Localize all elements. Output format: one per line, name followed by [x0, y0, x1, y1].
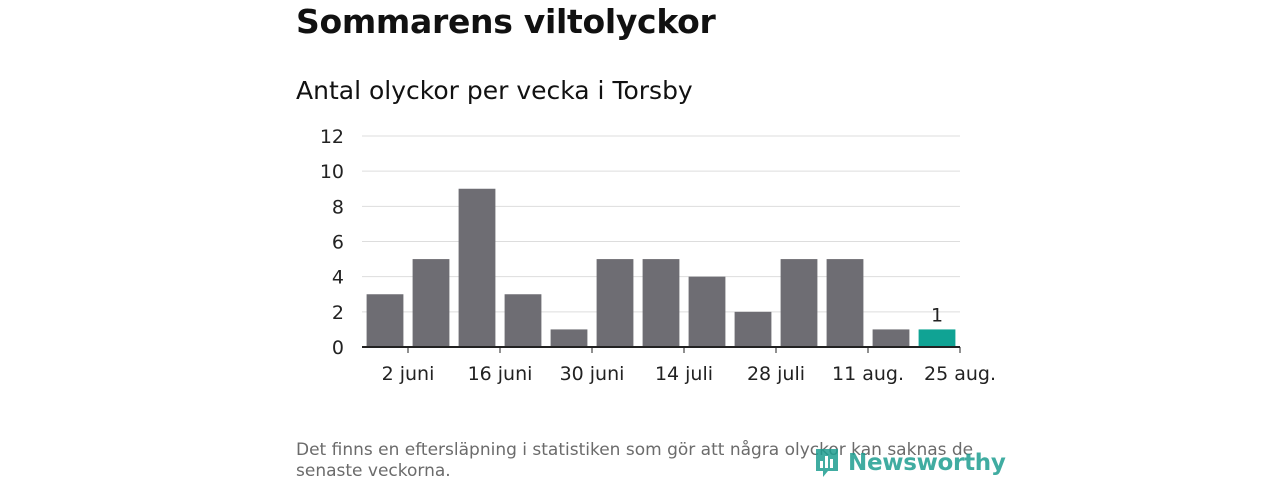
bar	[642, 259, 680, 347]
bar	[366, 294, 404, 347]
bar	[458, 188, 496, 347]
y-tick-label: 6	[332, 232, 344, 254]
bar	[504, 294, 542, 347]
x-tick-label: 2 juni	[382, 363, 435, 385]
y-tick-label: 2	[332, 302, 344, 324]
bar	[780, 259, 818, 347]
bar	[734, 311, 772, 347]
logo-text: Newsworthy	[848, 450, 1006, 476]
y-tick-label: 10	[320, 161, 344, 183]
y-tick-label: 8	[332, 196, 344, 218]
bar	[412, 259, 450, 347]
bars	[366, 188, 956, 347]
x-tick-label: 28 juli	[747, 363, 805, 385]
data-label: 1	[931, 304, 943, 326]
bar	[872, 329, 910, 347]
bar	[918, 329, 956, 347]
x-axis-ticks: 2 juni 16 juni 30 juni 14 juli 28 juli 11 aug…	[382, 347, 996, 385]
newsworthy-logo: Newsworthy	[814, 446, 1006, 480]
bar	[550, 329, 588, 347]
chart-title: Sommarens viltolyckor	[296, 2, 716, 41]
bar	[826, 259, 864, 347]
y-tick-label: 0	[332, 337, 344, 359]
x-tick-label: 25 aug.	[924, 363, 996, 385]
x-tick-label: 14 juli	[655, 363, 713, 385]
bar	[596, 259, 634, 347]
y-tick-label: 12	[320, 126, 344, 148]
x-tick-label: 30 juni	[560, 363, 625, 385]
y-tick-label: 4	[332, 267, 344, 289]
x-tick-label: 16 juni	[468, 363, 533, 385]
x-tick-label: 11 aug.	[832, 363, 904, 385]
newsworthy-logo-icon	[816, 449, 838, 477]
data-labels: 1	[931, 304, 943, 326]
y-axis-ticks: 0 2 4 6 8 10 12	[320, 126, 344, 359]
footnote: Det finns en eftersläpning i statistiken…	[296, 440, 974, 481]
chart-subtitle: Antal olyckor per vecka i Torsby	[296, 76, 693, 105]
bar	[688, 276, 726, 347]
